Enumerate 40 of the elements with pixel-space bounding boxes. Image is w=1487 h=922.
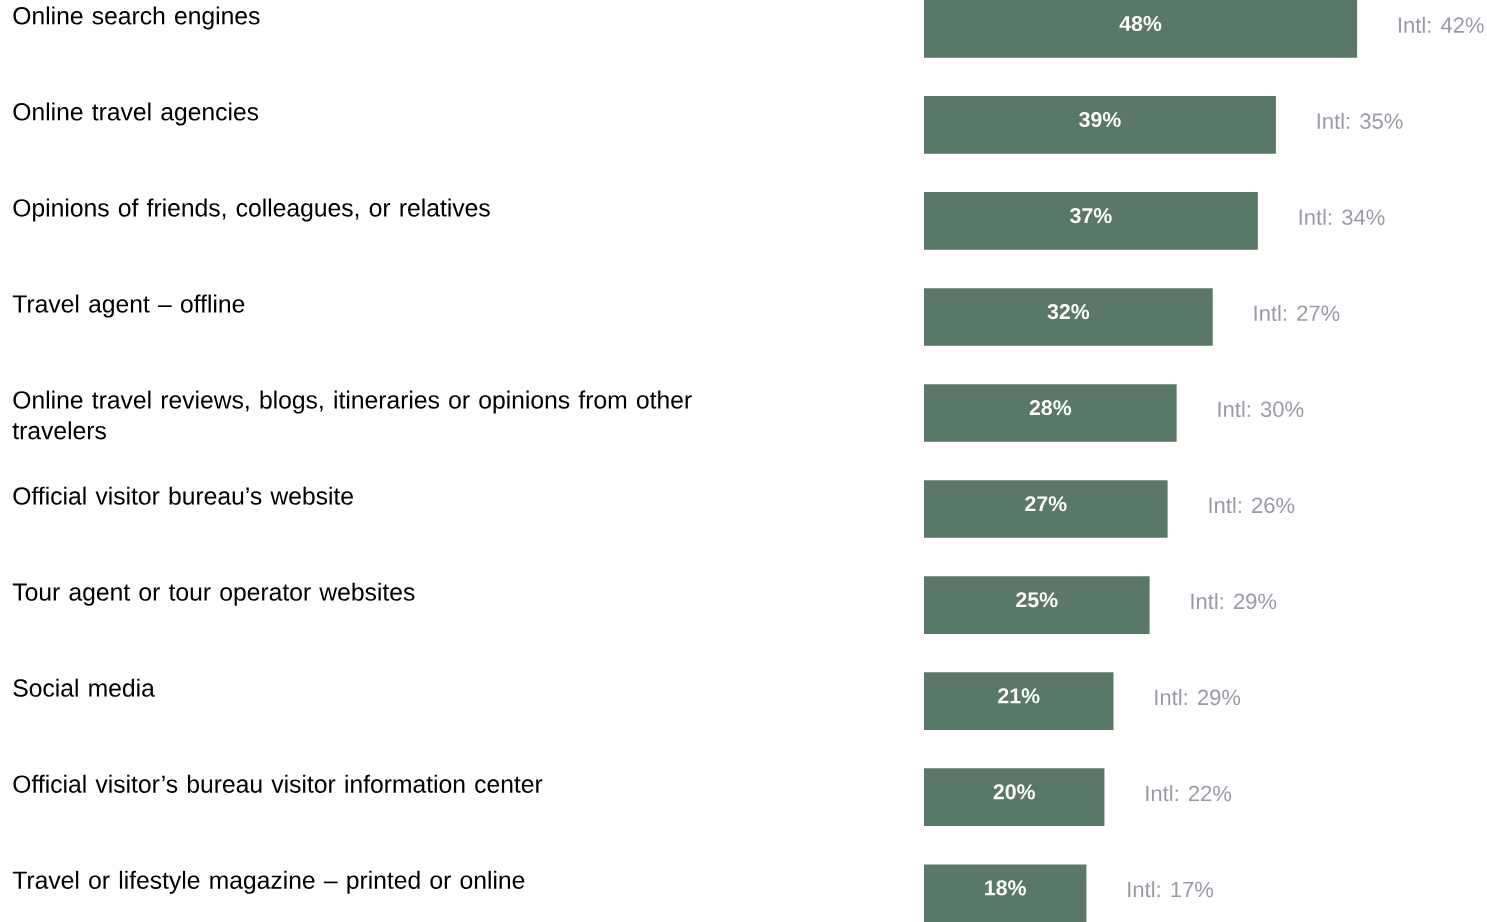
data-label: 39% [1079,111,1121,128]
y-tick-label: Social media [13,678,155,697]
annotation: Intl: 34% [1299,208,1385,225]
bar [924,864,1087,922]
data-label: 48% [1119,15,1162,32]
bar [924,576,1150,634]
y-tick-label: Official visitor’s bureau visitor information center [13,774,543,793]
data-label: 25% [1016,592,1058,608]
data-label: 27% [1025,496,1067,512]
data-label: 21% [998,688,1040,704]
annotation: Intl: 17% [1128,881,1214,898]
annotation: Intl: 27% [1254,304,1340,321]
data-label: 20% [993,784,1035,800]
bar [924,768,1105,826]
y-tick-label: Tour agent or tour operator websites [12,582,415,606]
data-label: 32% [1047,304,1090,320]
bar [924,96,1276,154]
bar [924,672,1114,730]
annotation: Intl: 29% [1191,593,1277,610]
bar [924,384,1177,442]
data-label: 28% [1029,400,1072,416]
bar [924,192,1258,250]
bar [924,288,1213,346]
y-tick-label: Online search engines [13,6,260,30]
annotation: Intl: 22% [1146,785,1232,802]
data-label: 18% [985,880,1026,896]
y-tick-label: Travel or lifestyle magazine – printed or online [12,870,525,894]
annotation: Intl: 35% [1317,112,1403,129]
annotation: Intl: 29% [1155,689,1241,706]
y-tick-label: Opinions of friends, colleagues, or relatives [13,198,490,222]
annotation: Intl: 26% [1209,496,1295,514]
annotation: Intl: 42% [1398,16,1484,33]
bar [924,0,1358,58]
y-tick-label: Travel agent – offline [12,294,245,318]
y-tick-label: Online travel reviews, blogs, itineraries or opinions from other travelers [12,390,692,440]
data-label: 37% [1070,208,1112,224]
annotation: Intl: 30% [1218,400,1304,418]
y-tick-label: Official visitor bureau’s website [13,486,353,505]
bar [924,480,1168,538]
y-tick-label: Online travel agencies [13,102,259,126]
